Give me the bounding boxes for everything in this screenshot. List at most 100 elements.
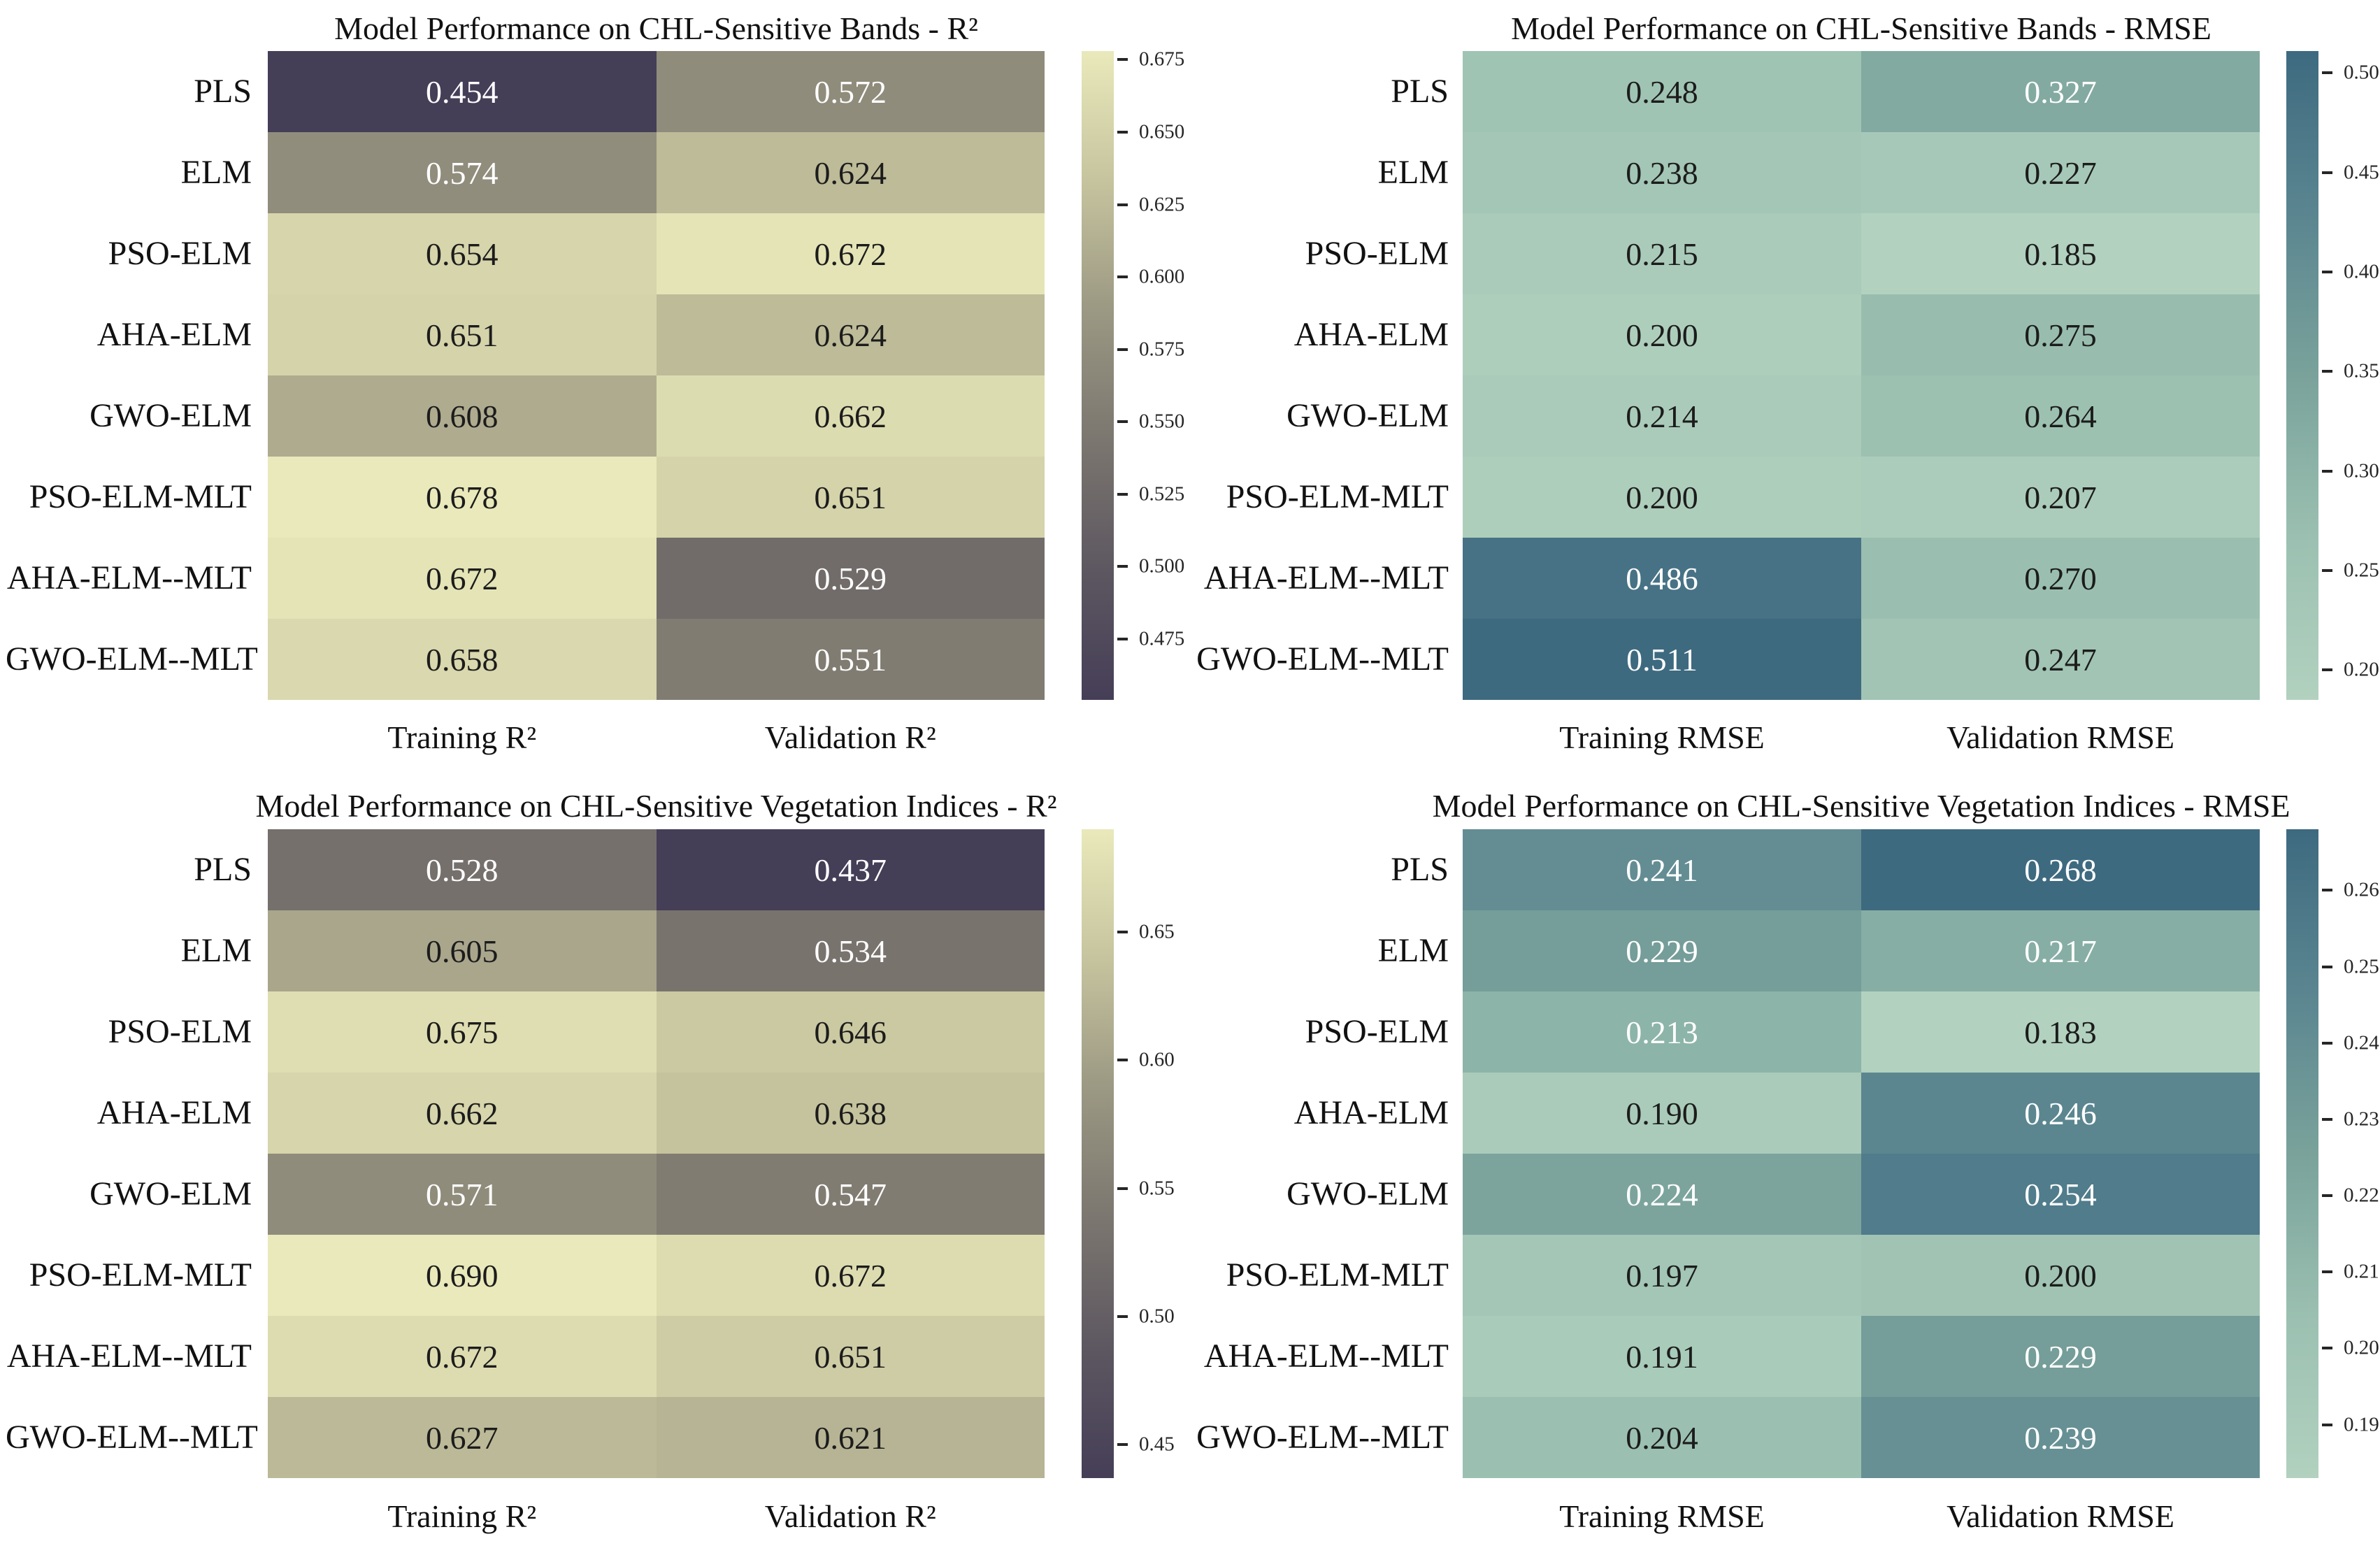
colorbar-tick-label: 0.40: [2344, 260, 2379, 283]
heatmap-cell: 0.572: [656, 51, 1045, 132]
row-label: GWO-ELM--MLT: [6, 640, 258, 678]
colorbar-tick-label: 0.525: [1139, 482, 1185, 506]
heatmap-cell: 0.215: [1463, 213, 1861, 294]
colorbar-tick-label: 0.35: [2344, 359, 2379, 382]
colorbar-tick-mark: [2322, 1041, 2332, 1045]
heatmap-cell: 0.486: [1463, 538, 1861, 619]
colorbar-tick-label: 0.30: [2344, 459, 2379, 482]
heatmap-cell: 0.675: [268, 991, 657, 1073]
heatmap-cell: 0.547: [656, 1154, 1045, 1235]
heatmap-cell: 0.217: [1861, 910, 2260, 991]
row-label: PSO-ELM-MLT: [1226, 1256, 1449, 1293]
colorbar-tick-mark: [2322, 1270, 2332, 1274]
colorbar-tick-label: 0.25: [2344, 955, 2379, 978]
heatmap-cell: 0.658: [268, 619, 657, 700]
heatmap-cell: 0.624: [656, 132, 1045, 213]
colorbar-tick-label: 0.60: [1139, 1048, 1175, 1071]
heatmap-cell: 0.678: [268, 457, 657, 538]
row-label: AHA-ELM: [1293, 316, 1449, 353]
heatmap-cell: 0.183: [1861, 991, 2260, 1073]
heatmap-cell: 0.254: [1861, 1154, 2260, 1235]
heatmap-cell: 0.327: [1861, 51, 2260, 132]
colorbar-tick-label: 0.50: [2344, 61, 2379, 84]
row-label: PSO-ELM-MLT: [29, 1256, 252, 1293]
colorbar-tick-label: 0.20: [2344, 1336, 2379, 1359]
heatmap-cell: 0.227: [1861, 132, 2260, 213]
colorbar-tick-mark: [1117, 1059, 1128, 1062]
row-label: PSO-ELM-MLT: [29, 478, 252, 515]
heatmap-cell: 0.651: [656, 1316, 1045, 1397]
colorbar-tick-mark: [2322, 1117, 2332, 1121]
colorbar-tick-label: 0.25: [2344, 559, 2379, 582]
colorbar-tick-mark: [2322, 568, 2332, 572]
colorbar-tick-label: 0.23: [2344, 1108, 2379, 1131]
row-label: PSO-ELM: [108, 235, 252, 272]
x-axis-label: Training R²: [387, 719, 537, 755]
colorbar-tick-label: 0.650: [1139, 120, 1185, 143]
colorbar-tick-mark: [2322, 171, 2332, 174]
heatmap-cell: 0.528: [268, 829, 657, 910]
heatmap-cell: 0.248: [1463, 51, 1861, 132]
colorbar-tick-label: 0.55: [1139, 1177, 1175, 1200]
row-label: ELM: [1377, 154, 1449, 191]
colorbar-tick-mark: [1117, 1314, 1128, 1318]
x-axis-label: Validation R²: [764, 1498, 936, 1534]
heatmap-cell: 0.551: [656, 619, 1045, 700]
x-axis-label: Training RMSE: [1559, 1498, 1765, 1534]
heatmap-cell: 0.213: [1463, 991, 1861, 1073]
colorbar-tick-label: 0.21: [2344, 1260, 2379, 1283]
colorbar-tick-mark: [2322, 370, 2332, 373]
heatmap-cell: 0.651: [656, 457, 1045, 538]
panel-title: Model Performance on CHL-Sensitive Veget…: [255, 788, 1057, 824]
heatmap-cell: 0.185: [1861, 213, 2260, 294]
row-label: GWO-ELM: [89, 1175, 252, 1212]
row-label: GWO-ELM--MLT: [6, 1419, 258, 1456]
panel-title: Model Performance on CHL-Sensitive Bands…: [1511, 10, 2211, 46]
x-axis-label: Training R²: [387, 1498, 537, 1534]
colorbar-tick-mark: [1117, 638, 1128, 640]
colorbar: [2286, 829, 2318, 1478]
colorbar-tick-mark: [1117, 347, 1128, 351]
heatmap-cell: 0.690: [268, 1235, 657, 1316]
heatmap-cell: 0.574: [268, 132, 657, 213]
colorbar-tick-mark: [2322, 270, 2332, 273]
panel-title: Model Performance on CHL-Sensitive Veget…: [1432, 788, 2291, 824]
heatmap-cell: 0.608: [268, 375, 657, 457]
row-label: GWO-ELM: [1286, 397, 1449, 434]
colorbar-tick-mark: [2322, 668, 2332, 672]
colorbar-tick-mark: [1117, 203, 1128, 206]
heatmap-cell: 0.605: [268, 910, 657, 991]
colorbar-tick-mark: [1117, 930, 1128, 933]
heatmap-cell: 0.511: [1463, 619, 1861, 700]
colorbar-tick-mark: [1117, 275, 1128, 279]
row-label: AHA-ELM: [96, 316, 252, 353]
heatmap-cell: 0.207: [1861, 457, 2260, 538]
x-axis-label: Validation R²: [764, 719, 936, 755]
row-label: AHA-ELM: [96, 1094, 252, 1131]
row-label: GWO-ELM--MLT: [1196, 640, 1449, 678]
heatmap-cell: 0.191: [1463, 1316, 1861, 1397]
row-label: GWO-ELM: [1286, 1175, 1449, 1212]
row-label: PLS: [1391, 851, 1449, 888]
row-label: ELM: [180, 154, 252, 191]
colorbar-tick-mark: [2322, 1194, 2332, 1198]
colorbar-tick-label: 0.500: [1139, 554, 1185, 578]
colorbar-tick-label: 0.19: [2344, 1413, 2379, 1436]
colorbar-tick-mark: [2322, 469, 2332, 473]
row-label: AHA-ELM--MLT: [6, 559, 252, 596]
heatmap-cell: 0.200: [1463, 457, 1861, 538]
heatmap-cell: 0.662: [656, 375, 1045, 457]
row-label: PSO-ELM-MLT: [1226, 478, 1449, 515]
colorbar-tick-label: 0.45: [1139, 1433, 1175, 1456]
colorbar-tick-label: 0.50: [1139, 1305, 1175, 1328]
heatmap-cell: 0.638: [656, 1073, 1045, 1154]
row-label: PSO-ELM: [1305, 1013, 1449, 1050]
row-label: AHA-ELM--MLT: [6, 1338, 252, 1375]
x-axis-label: Training RMSE: [1559, 719, 1765, 755]
x-axis-label: Validation RMSE: [1947, 1498, 2174, 1534]
heatmap-cell: 0.200: [1463, 294, 1861, 375]
colorbar-tick-label: 0.45: [2344, 161, 2379, 184]
colorbar-tick-mark: [2322, 889, 2332, 892]
heatmap-cell: 0.672: [268, 1316, 657, 1397]
row-label: PLS: [1391, 73, 1449, 110]
